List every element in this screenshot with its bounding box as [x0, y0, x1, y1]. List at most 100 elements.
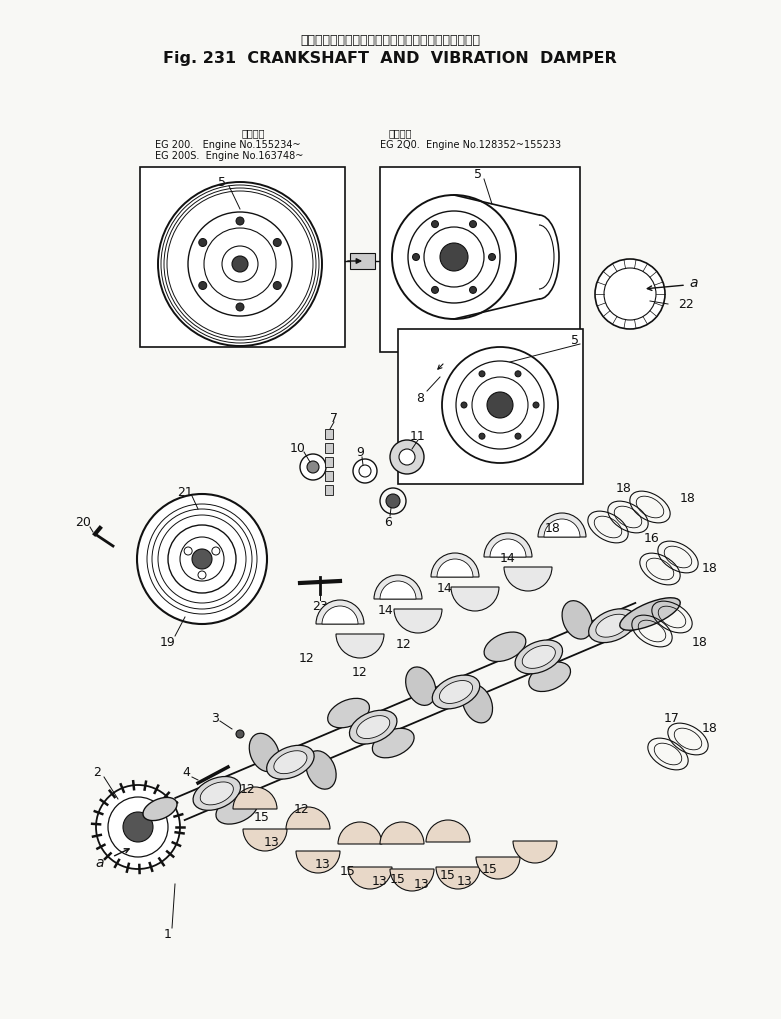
Bar [325, 443, 333, 453]
Text: 18: 18 [692, 635, 708, 648]
Wedge shape [490, 539, 526, 557]
Wedge shape [476, 857, 520, 879]
Text: クランクシャフト　およびバイブレーション　ダンパ: クランクシャフト およびバイブレーション ダンパ [300, 34, 480, 47]
Circle shape [161, 185, 319, 343]
Text: 13: 13 [264, 836, 280, 849]
Ellipse shape [484, 633, 526, 662]
Text: 14: 14 [437, 581, 453, 594]
Circle shape [442, 347, 558, 464]
Text: 7: 7 [330, 411, 338, 424]
Circle shape [353, 460, 377, 484]
Circle shape [488, 255, 495, 261]
Wedge shape [437, 559, 473, 578]
Wedge shape [380, 822, 424, 844]
Wedge shape [243, 829, 287, 851]
Circle shape [390, 440, 424, 475]
Text: EG 200.   Engine No.155234~: EG 200. Engine No.155234~ [155, 140, 301, 150]
Text: 5: 5 [474, 168, 482, 181]
Text: 4: 4 [182, 765, 190, 779]
Circle shape [192, 549, 212, 570]
Ellipse shape [405, 667, 436, 706]
Circle shape [469, 287, 476, 294]
Circle shape [412, 255, 419, 261]
Ellipse shape [193, 776, 241, 810]
Text: 通用番号: 通用番号 [241, 127, 265, 138]
Text: 15: 15 [440, 868, 456, 881]
Ellipse shape [328, 699, 369, 729]
Text: 14: 14 [378, 603, 394, 615]
Text: Fig. 231  CRANKSHAFT  AND  VIBRATION  DAMPER: Fig. 231 CRANKSHAFT AND VIBRATION DAMPER [163, 51, 617, 65]
Wedge shape [544, 520, 580, 537]
Text: 5: 5 [218, 175, 226, 189]
Ellipse shape [200, 783, 234, 805]
Wedge shape [316, 600, 364, 625]
Text: 13: 13 [372, 874, 388, 888]
Ellipse shape [373, 729, 414, 758]
Text: 1: 1 [164, 927, 172, 941]
Text: 16: 16 [644, 531, 660, 544]
Wedge shape [322, 606, 358, 625]
Wedge shape [538, 514, 586, 537]
Circle shape [431, 221, 438, 228]
Wedge shape [296, 851, 340, 873]
Circle shape [137, 494, 267, 625]
Text: 18: 18 [680, 491, 696, 504]
Bar [325, 430, 333, 439]
Wedge shape [451, 587, 499, 611]
Text: 12: 12 [299, 651, 315, 663]
Text: 18: 18 [702, 720, 718, 734]
Circle shape [399, 449, 415, 466]
Circle shape [469, 221, 476, 228]
Circle shape [595, 260, 665, 330]
Ellipse shape [306, 751, 336, 790]
Wedge shape [336, 635, 384, 658]
Circle shape [236, 218, 244, 226]
Circle shape [158, 182, 322, 346]
Ellipse shape [620, 598, 680, 631]
Ellipse shape [589, 609, 637, 643]
Text: 6: 6 [384, 515, 392, 528]
Circle shape [273, 239, 281, 248]
Text: 12: 12 [352, 664, 368, 678]
Bar [398, 330, 583, 484]
Ellipse shape [515, 640, 562, 675]
Ellipse shape [266, 746, 314, 780]
Text: 12: 12 [294, 803, 310, 815]
Ellipse shape [522, 646, 555, 668]
Text: a: a [690, 276, 698, 289]
Circle shape [431, 287, 438, 294]
Wedge shape [394, 609, 442, 634]
Text: 18: 18 [702, 560, 718, 574]
Circle shape [168, 526, 236, 593]
Ellipse shape [596, 614, 629, 638]
Wedge shape [513, 841, 557, 863]
Bar [380, 168, 580, 353]
Wedge shape [426, 820, 470, 842]
Bar [140, 168, 345, 347]
Ellipse shape [274, 751, 307, 773]
Circle shape [123, 812, 153, 842]
Text: 17: 17 [664, 711, 680, 723]
Text: a: a [96, 855, 104, 869]
Circle shape [533, 403, 539, 409]
Ellipse shape [462, 685, 493, 723]
Wedge shape [348, 867, 392, 890]
Circle shape [487, 392, 513, 419]
Circle shape [300, 454, 326, 481]
Text: 12: 12 [396, 638, 412, 651]
Circle shape [307, 462, 319, 474]
Ellipse shape [432, 676, 480, 709]
Text: 10: 10 [290, 441, 306, 454]
Text: 游用番号: 游用番号 [388, 127, 412, 138]
Wedge shape [484, 534, 532, 557]
Wedge shape [286, 807, 330, 829]
Text: 19: 19 [160, 635, 176, 648]
Text: 15: 15 [340, 865, 356, 877]
Text: 22: 22 [678, 299, 694, 311]
Text: 21: 21 [177, 485, 193, 498]
Circle shape [96, 786, 180, 869]
Circle shape [108, 797, 168, 857]
Text: EG 200S.  Engine No.163748~: EG 200S. Engine No.163748~ [155, 151, 303, 161]
Text: 12: 12 [240, 783, 256, 796]
Text: 15: 15 [390, 872, 406, 886]
